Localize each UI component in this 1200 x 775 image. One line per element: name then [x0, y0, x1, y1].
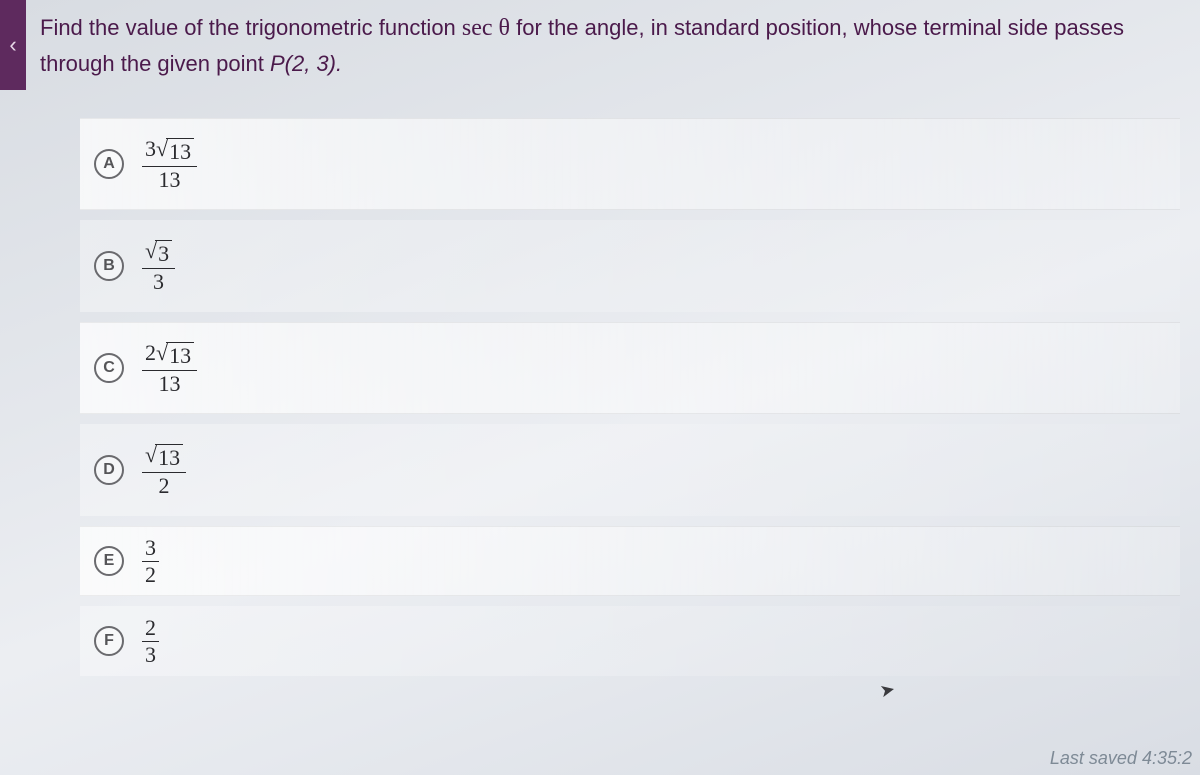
answer-options: A 3√13 13 B √3 3 C 2√13 13 D	[80, 118, 1180, 686]
option-letter: B	[94, 251, 124, 281]
radicand: 3	[155, 240, 172, 266]
collapse-handle[interactable]: ‹	[0, 0, 26, 90]
denominator: 13	[156, 167, 184, 191]
option-math: 3√13 13	[142, 137, 197, 190]
option-math: 2 3	[142, 616, 159, 665]
option-d[interactable]: D √13 2	[80, 424, 1180, 516]
option-e[interactable]: E 3 2	[80, 526, 1180, 596]
denominator: 3	[150, 269, 167, 293]
option-math: √3 3	[142, 239, 175, 292]
option-letter: A	[94, 149, 124, 179]
radicand: 13	[155, 444, 183, 470]
option-math: 2√13 13	[142, 341, 197, 394]
option-b[interactable]: B √3 3	[80, 220, 1180, 312]
chevron-left-icon: ‹	[9, 34, 16, 56]
option-letter: C	[94, 353, 124, 383]
last-saved-label: Last saved 4:35:2	[1050, 748, 1192, 769]
radicand: 13	[166, 342, 194, 368]
coef: 3	[145, 136, 156, 161]
denominator: 2	[142, 562, 159, 586]
question-text: Find the value of the trigonometric func…	[40, 10, 1180, 81]
option-f[interactable]: F 2 3	[80, 606, 1180, 676]
question-point: P(2, 3).	[270, 51, 342, 76]
option-math: 3 2	[142, 536, 159, 585]
radicand: 13	[166, 138, 194, 164]
option-letter: F	[94, 626, 124, 656]
denominator: 2	[156, 473, 173, 497]
question-prefix: Find the value of the trigonometric func…	[40, 15, 462, 40]
option-math: √13 2	[142, 443, 186, 496]
denominator: 13	[156, 371, 184, 395]
coef: 2	[145, 340, 156, 365]
option-c[interactable]: C 2√13 13	[80, 322, 1180, 414]
denominator: 3	[142, 642, 159, 666]
option-a[interactable]: A 3√13 13	[80, 118, 1180, 210]
option-letter: D	[94, 455, 124, 485]
question-function: sec θ	[462, 15, 510, 41]
numerator: 3	[142, 536, 159, 561]
numerator: 2	[142, 616, 159, 641]
option-letter: E	[94, 546, 124, 576]
